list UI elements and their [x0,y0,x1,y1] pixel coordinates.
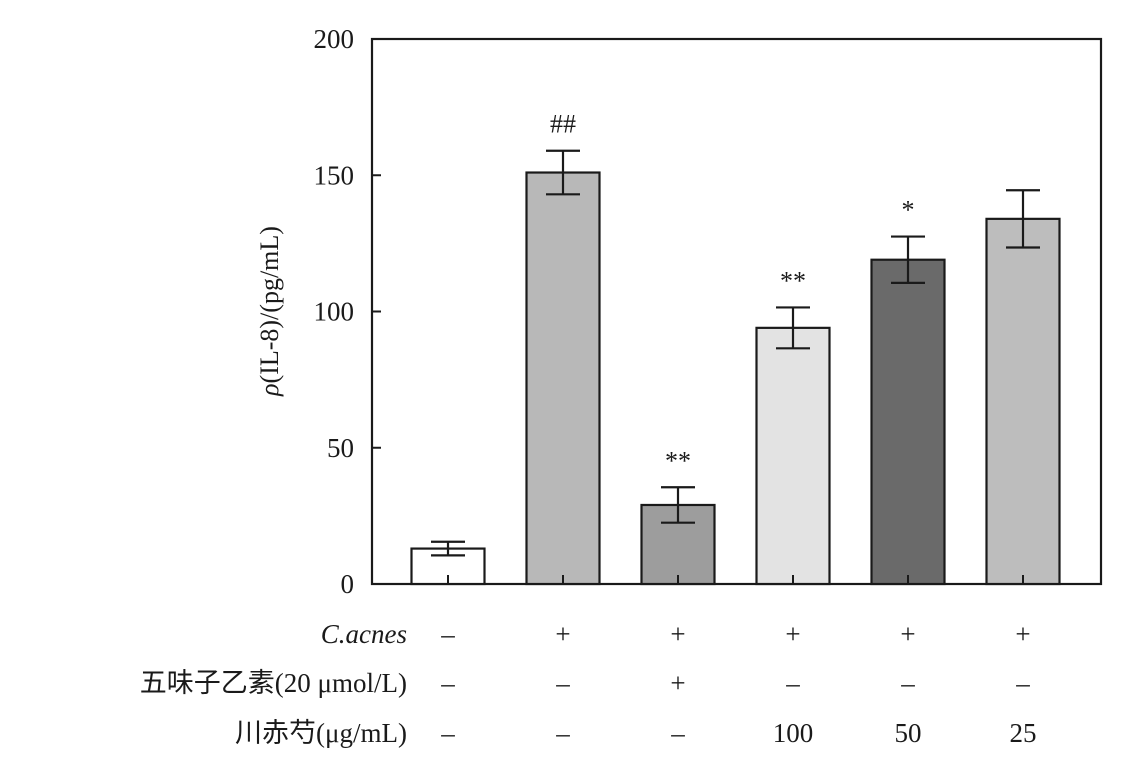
condition-value: 100 [773,718,814,748]
condition-value: – [440,668,455,698]
y-tick-label: 0 [341,569,355,599]
condition-table: C.acnes – + + + + + 五味子乙素(20 μmol/L) – – + – – – 川赤芍(μ… [140,619,1037,748]
condition-label: C.acnes [321,619,407,649]
condition-value: – [670,718,685,748]
significance-marker: * [902,196,915,225]
condition-value: – [555,718,570,748]
condition-value: + [555,619,570,649]
significance-marker: ** [665,446,691,475]
bar [755,326,831,586]
condition-label: 川赤芍(μg/mL) [235,718,407,748]
significance-marker: ## [550,110,576,139]
y-tick-label: 150 [314,160,355,190]
significance-marker: ** [780,266,806,295]
y-axis-label-symbol: ρ [255,383,284,396]
condition-value: – [555,668,570,698]
y-tick-label: 100 [314,297,355,327]
y-tick-label: 50 [327,433,354,463]
y-tick-label: 200 [314,24,355,54]
condition-value: + [900,619,915,649]
y-axis-label-text: (IL-8)/(pg/mL) [255,226,284,383]
condition-value: 50 [895,718,922,748]
bar [985,217,1061,586]
condition-label: 五味子乙素(20 μmol/L) [140,668,407,698]
bar [870,258,946,586]
condition-value: + [670,619,685,649]
condition-value: – [785,668,800,698]
condition-value: – [1015,668,1030,698]
y-axis-label: ρ(IL-8)/(pg/mL) [255,226,284,397]
condition-value: 25 [1010,718,1037,748]
condition-value: – [900,668,915,698]
condition-value: + [785,619,800,649]
condition-value: + [1015,619,1030,649]
condition-value: – [440,718,455,748]
condition-value: – [440,619,455,649]
bar [525,171,601,586]
condition-value: + [670,668,685,698]
